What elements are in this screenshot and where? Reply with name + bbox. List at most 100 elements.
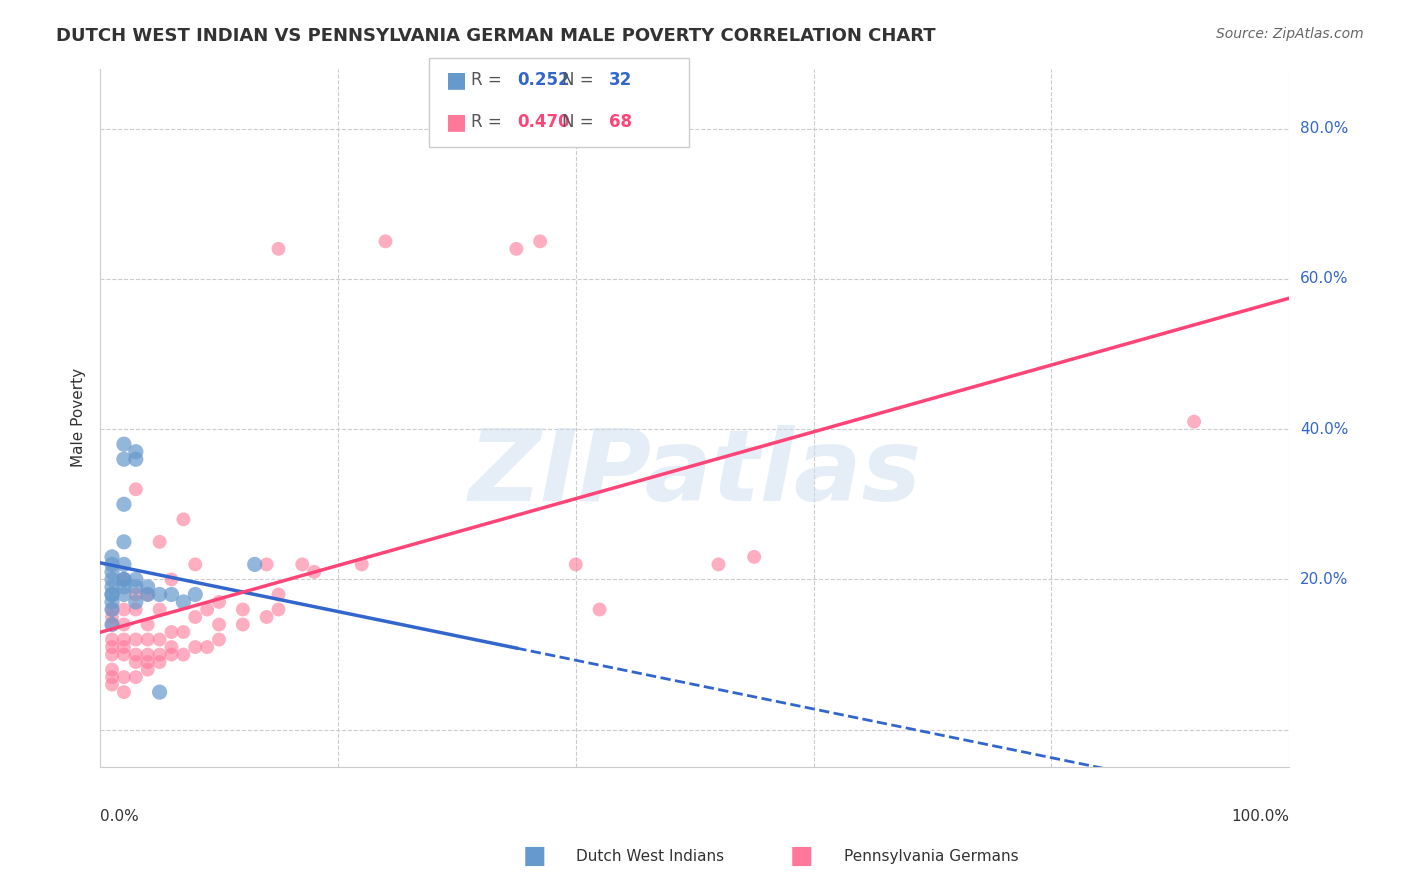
Pennsylvania Germans	[112, 670, 135, 684]
Pennsylvania Germans	[267, 587, 290, 601]
Dutch West Indians	[136, 587, 159, 601]
Dutch West Indians	[101, 558, 124, 572]
Text: 0.252: 0.252	[517, 71, 569, 89]
Text: Pennsylvania Germans: Pennsylvania Germans	[844, 849, 1018, 863]
Pennsylvania Germans	[350, 558, 373, 572]
Pennsylvania Germans	[149, 648, 172, 662]
Text: 0.470: 0.470	[517, 113, 569, 131]
Text: 68: 68	[609, 113, 631, 131]
Pennsylvania Germans	[125, 632, 148, 647]
Text: R =: R =	[471, 71, 508, 89]
Pennsylvania Germans	[112, 685, 135, 699]
Pennsylvania Germans	[172, 512, 194, 526]
Pennsylvania Germans	[112, 617, 135, 632]
Pennsylvania Germans	[149, 655, 172, 669]
Dutch West Indians	[125, 444, 148, 458]
Text: N =: N =	[562, 71, 599, 89]
Text: N =: N =	[562, 113, 599, 131]
Dutch West Indians	[172, 595, 194, 609]
Text: DUTCH WEST INDIAN VS PENNSYLVANIA GERMAN MALE POVERTY CORRELATION CHART: DUTCH WEST INDIAN VS PENNSYLVANIA GERMAN…	[56, 27, 936, 45]
Pennsylvania Germans	[112, 573, 135, 587]
Pennsylvania Germans	[302, 565, 325, 579]
Pennsylvania Germans	[149, 632, 172, 647]
Pennsylvania Germans	[267, 242, 290, 256]
Dutch West Indians	[101, 595, 124, 609]
Dutch West Indians	[125, 573, 148, 587]
Pennsylvania Germans	[184, 640, 207, 654]
Pennsylvania Germans	[136, 617, 159, 632]
Pennsylvania Germans	[232, 617, 254, 632]
Pennsylvania Germans	[184, 558, 207, 572]
Dutch West Indians	[112, 534, 135, 549]
Dutch West Indians	[101, 573, 124, 587]
Dutch West Indians	[125, 452, 148, 467]
Dutch West Indians	[184, 587, 207, 601]
Text: Dutch West Indians: Dutch West Indians	[576, 849, 724, 863]
Pennsylvania Germans	[160, 648, 183, 662]
Pennsylvania Germans	[136, 663, 159, 677]
Pennsylvania Germans	[172, 648, 194, 662]
Pennsylvania Germans	[125, 670, 148, 684]
Pennsylvania Germans	[172, 625, 194, 640]
Text: ■: ■	[446, 70, 467, 90]
Dutch West Indians	[243, 558, 266, 572]
Text: ■: ■	[790, 845, 813, 868]
Dutch West Indians	[112, 437, 135, 451]
Pennsylvania Germans	[742, 549, 765, 564]
Pennsylvania Germans	[208, 617, 231, 632]
Pennsylvania Germans	[232, 602, 254, 616]
Dutch West Indians	[101, 617, 124, 632]
Pennsylvania Germans	[374, 235, 396, 249]
Text: ■: ■	[446, 112, 467, 132]
Dutch West Indians	[136, 580, 159, 594]
Dutch West Indians	[112, 580, 135, 594]
Pennsylvania Germans	[160, 640, 183, 654]
Dutch West Indians	[149, 685, 172, 699]
Text: R =: R =	[471, 113, 508, 131]
Pennsylvania Germans	[101, 678, 124, 692]
Pennsylvania Germans	[256, 558, 278, 572]
Pennsylvania Germans	[101, 648, 124, 662]
Dutch West Indians	[112, 452, 135, 467]
Dutch West Indians	[101, 580, 124, 594]
Dutch West Indians	[101, 565, 124, 579]
Dutch West Indians	[125, 580, 148, 594]
Pennsylvania Germans	[256, 610, 278, 624]
Text: ZIPatlas: ZIPatlas	[468, 425, 921, 523]
Pennsylvania Germans	[125, 483, 148, 497]
Pennsylvania Germans	[505, 242, 527, 256]
Pennsylvania Germans	[101, 663, 124, 677]
Pennsylvania Germans	[267, 602, 290, 616]
Pennsylvania Germans	[101, 602, 124, 616]
Dutch West Indians	[101, 587, 124, 601]
Text: 0.0%: 0.0%	[100, 809, 139, 824]
Pennsylvania Germans	[125, 587, 148, 601]
Pennsylvania Germans	[208, 632, 231, 647]
Pennsylvania Germans	[149, 534, 172, 549]
Dutch West Indians	[112, 497, 135, 511]
Pennsylvania Germans	[291, 558, 314, 572]
Dutch West Indians	[149, 587, 172, 601]
Pennsylvania Germans	[112, 640, 135, 654]
Pennsylvania Germans	[1182, 415, 1205, 429]
Pennsylvania Germans	[101, 640, 124, 654]
Pennsylvania Germans	[112, 632, 135, 647]
Text: 80.0%: 80.0%	[1301, 121, 1348, 136]
Text: 100.0%: 100.0%	[1232, 809, 1289, 824]
Pennsylvania Germans	[112, 602, 135, 616]
Pennsylvania Germans	[160, 625, 183, 640]
Pennsylvania Germans	[112, 648, 135, 662]
Pennsylvania Germans	[136, 587, 159, 601]
Pennsylvania Germans	[136, 632, 159, 647]
Pennsylvania Germans	[125, 602, 148, 616]
Dutch West Indians	[125, 595, 148, 609]
Pennsylvania Germans	[125, 648, 148, 662]
Pennsylvania Germans	[101, 632, 124, 647]
Pennsylvania Germans	[160, 573, 183, 587]
Text: Source: ZipAtlas.com: Source: ZipAtlas.com	[1216, 27, 1364, 41]
Dutch West Indians	[112, 573, 135, 587]
Pennsylvania Germans	[208, 595, 231, 609]
Text: 32: 32	[609, 71, 633, 89]
Pennsylvania Germans	[565, 558, 588, 572]
Dutch West Indians	[112, 587, 135, 601]
